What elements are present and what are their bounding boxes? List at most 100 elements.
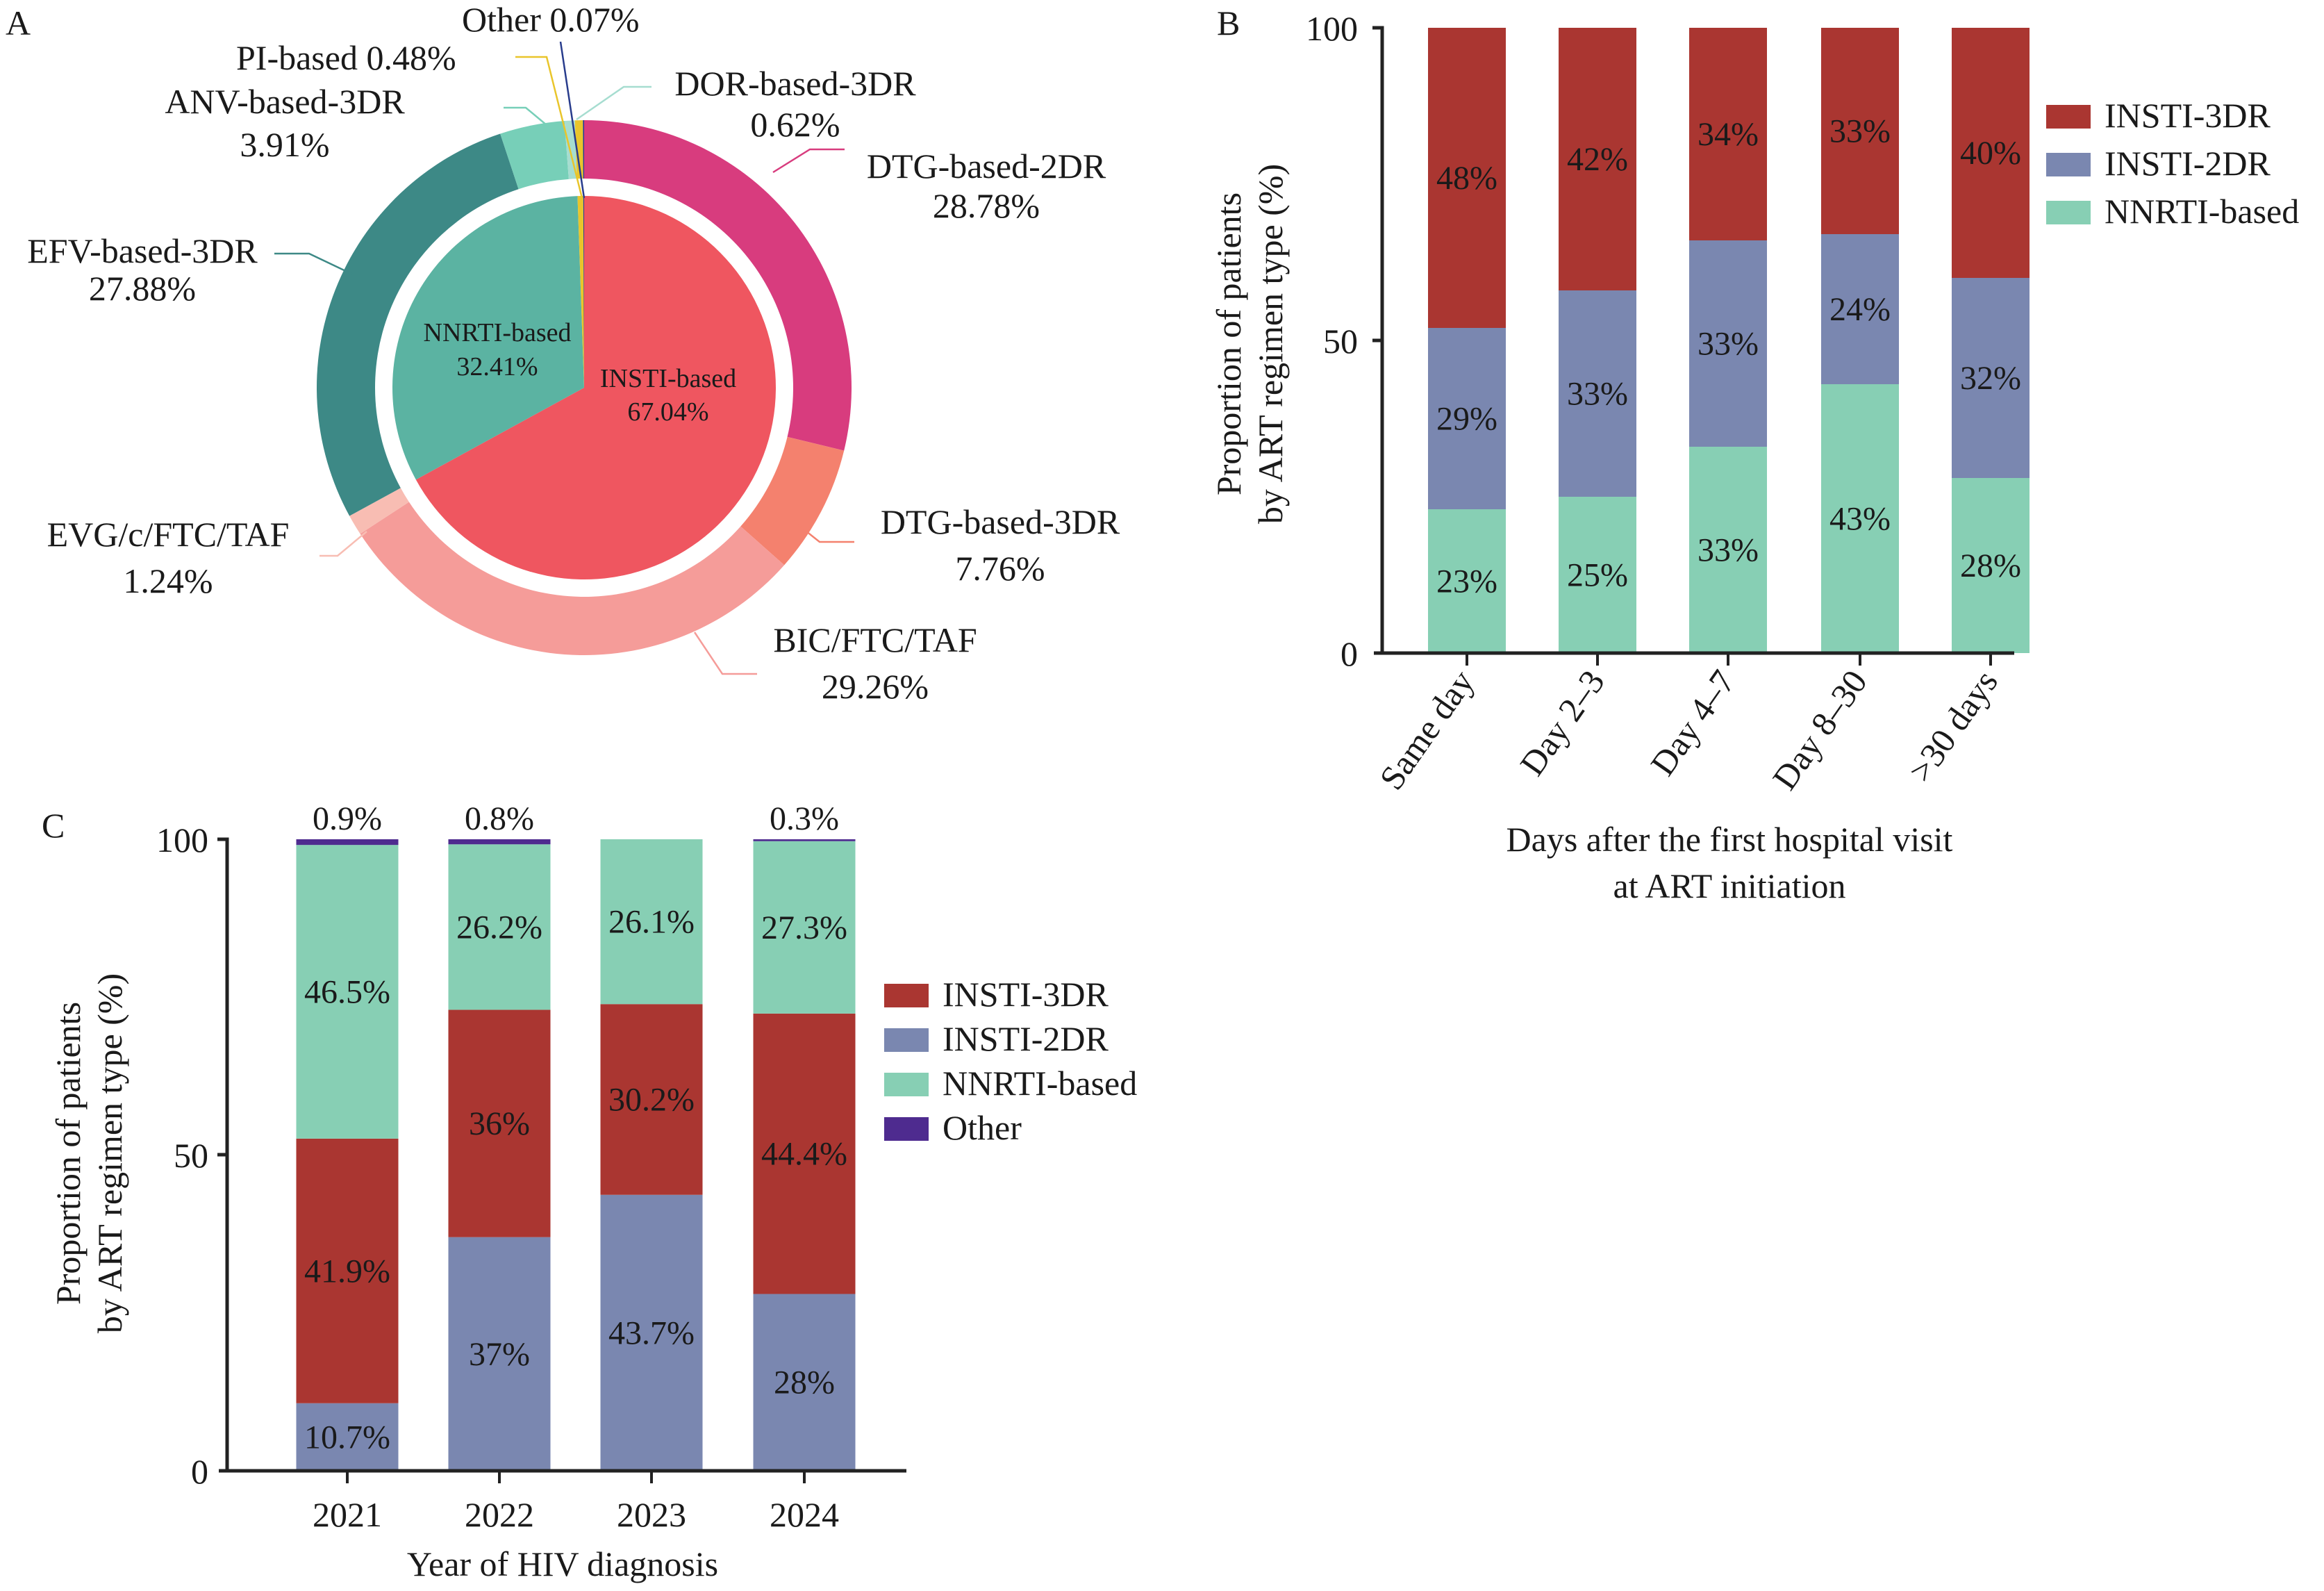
bar-label-insti-2dr-30-days: 32%: [1960, 360, 2021, 397]
bar-label-insti-3dr-30-days: 40%: [1960, 135, 2021, 172]
panel-a-donut-chart: Other 0.07% PI-based 0.48% ANV-based-3DR…: [27, 0, 1120, 706]
x-tick-label-2022: 2022: [465, 1495, 534, 1534]
bar-segment-insti-2dr-30-days: [1952, 278, 2030, 478]
inner-slice-pi-based: [577, 196, 584, 388]
x-ticks: 2021 2022 2023 2024: [313, 1471, 839, 1534]
bar-segment-other-2024: [753, 839, 856, 841]
inner-pie: [392, 196, 776, 579]
bar-label-nnrti-based-day-8-30: 43%: [1829, 501, 1891, 538]
leader-efv-based-3dr: [274, 252, 354, 276]
x-axis-title-line1: Days after the first hospital visit: [1507, 820, 1953, 859]
bar-label-insti-3dr-day-2-3: 42%: [1567, 141, 1628, 178]
legend-label-nnrti-based: NNRTI-based: [2105, 192, 2299, 231]
inner-slice-other: [583, 196, 584, 388]
x-tick-label-day-8-30: Day 8–30: [1765, 663, 1875, 797]
x-tick-label-2023: 2023: [617, 1495, 686, 1534]
outer-slice-bic-ftc-taf: [360, 502, 785, 655]
x-axis-title: Year of HIV diagnosis: [407, 1544, 718, 1583]
bar-segment-insti-3dr-day-2-3: [1559, 28, 1636, 290]
legend-label-insti-3dr: INSTI-3DR: [2105, 96, 2271, 135]
bar-label-nnrti-based-30-days: 28%: [1960, 547, 2021, 584]
bar-label-nnrti-based-same-day: 23%: [1436, 563, 1497, 600]
outer-slice-dtg-based-2dr: [584, 120, 852, 451]
bar-label-insti-3dr-day-4-7: 34%: [1698, 116, 1759, 153]
legend-label-nnrti-based: NNRTI-based: [943, 1064, 1137, 1103]
legend: INSTI-3DR INSTI-2DR NNRTI-based Other: [884, 975, 1137, 1147]
outer-slice-other: [583, 120, 584, 179]
outer-slice-dtg-based-3dr: [740, 436, 845, 566]
label-anv-name: ANV-based-3DR: [165, 82, 405, 121]
bar-segment-other-2021: [296, 839, 399, 846]
label-evg-name: EVG/c/FTC/TAF: [47, 515, 290, 554]
y-axis: [1372, 26, 1384, 653]
y-axis-title-line1: Proportion of patients: [49, 1002, 88, 1305]
bar-label-insti-2dr-2024: 28%: [774, 1365, 835, 1401]
bar-segment-insti-3dr-day-8-30: [1821, 28, 1899, 234]
bar-segment-insti-3dr-30-days: [1952, 28, 2030, 278]
bar-segment-insti-2dr-same-day: [1428, 328, 1506, 509]
inner-slice-nnrti-based: [392, 196, 584, 480]
bar-label-nnrti-based-2022: 26.2%: [456, 909, 542, 946]
label-dtg2-name: DTG-based-2DR: [867, 147, 1106, 186]
y-tick-label: 50: [174, 1136, 208, 1175]
bar-label-other-2022: 0.8%: [465, 800, 534, 837]
inner-slice-insti-based: [415, 196, 776, 579]
bar-label-insti-2dr-same-day: 29%: [1436, 401, 1497, 438]
bar-segment-insti-3dr-2022: [448, 1009, 551, 1237]
bar-value-labels: 10.7% 41.9% 46.5% 0.9% 37% 36% 26.2% 0.8% 43.7% 3…: [304, 800, 847, 1456]
bar-segment-insti-3dr-2021: [296, 1138, 399, 1403]
bar-segment-nnrti-based-30-days: [1952, 478, 2030, 653]
outer-ring: [317, 120, 852, 655]
bar-label-nnrti-based-2024: 27.3%: [761, 909, 847, 946]
label-dor-value: 0.62%: [750, 105, 840, 144]
bar-segment-insti-2dr-2022: [448, 1237, 551, 1471]
bar-segment-nnrti-based-2024: [753, 841, 856, 1014]
outer-slice-efv-based-3dr: [317, 133, 519, 516]
bar-segment-nnrti-based-2021: [296, 845, 399, 1139]
legend-label-insti-2dr: INSTI-2DR: [943, 1019, 1109, 1058]
bar-label-nnrti-based-day-4-7: 33%: [1698, 532, 1759, 569]
callout-leaders: [274, 41, 854, 675]
bar-label-insti-2dr-day-2-3: 33%: [1567, 376, 1628, 413]
bar-segment-insti-3dr-2024: [753, 1013, 856, 1294]
leader-evg-c-ftc-taf: [319, 531, 367, 557]
label-inner-nnrti-name: NNRTI-based: [424, 318, 572, 347]
x-tick-label-2021: 2021: [313, 1495, 382, 1534]
y-tick-label: 50: [1323, 322, 1358, 361]
bar-label-insti-3dr-2022: 36%: [469, 1105, 530, 1142]
y-axis-title-line2: by ART regimen type (%): [90, 973, 129, 1333]
bar-segment-nnrti-based-same-day: [1428, 509, 1506, 653]
y-axis: [217, 837, 229, 1471]
y-tick-label: 0: [191, 1452, 208, 1491]
label-bic-name: BIC/FTC/TAF: [773, 620, 977, 659]
legend: INSTI-3DR INSTI-2DR NNRTI-based: [2046, 96, 2299, 231]
bars: [1428, 28, 2030, 653]
legend-swatch-insti-2dr: [2046, 153, 2091, 176]
y-tick-label: 100: [156, 821, 208, 859]
outer-slice-anv-based-3dr: [500, 121, 569, 190]
legend-label-other: Other: [943, 1108, 1022, 1147]
label-inner-nnrti-value: 32.41%: [456, 352, 538, 381]
label-anv-value: 3.91%: [240, 125, 329, 164]
legend-swatch-insti-2dr: [884, 1028, 929, 1052]
y-axis-title-line1: Proportion of patients: [1209, 192, 1248, 495]
label-efv-value: 27.88%: [89, 269, 196, 308]
y-ticks: 0 50 100: [156, 821, 227, 1491]
bar-segment-insti-2dr-day-8-30: [1821, 234, 1899, 384]
bar-segment-nnrti-based-day-2-3: [1559, 497, 1636, 653]
legend-swatch-nnrti-based: [884, 1073, 929, 1096]
bar-segment-nnrti-based-day-4-7: [1689, 447, 1767, 653]
bar-label-insti-3dr-2021: 41.9%: [304, 1253, 390, 1289]
bar-label-other-2024: 0.3%: [770, 800, 839, 837]
legend-label-insti-3dr: INSTI-3DR: [943, 975, 1109, 1014]
x-tick-label-day-2-3: Day 2–3: [1512, 663, 1612, 782]
y-tick-label: 100: [1306, 9, 1358, 48]
bar-segment-nnrti-based-2022: [448, 844, 551, 1010]
x-tick-label-day-4-7: Day 4–7: [1643, 663, 1743, 782]
bar-segment-insti-2dr-2023: [600, 1194, 703, 1471]
label-bic-value: 29.26%: [822, 667, 929, 706]
bar-segment-insti-2dr-2024: [753, 1294, 856, 1471]
label-dor-name: DOR-based-3DR: [674, 64, 916, 103]
leader-pi-based: [515, 56, 583, 199]
label-inner-insti-value: 67.04%: [627, 397, 708, 427]
